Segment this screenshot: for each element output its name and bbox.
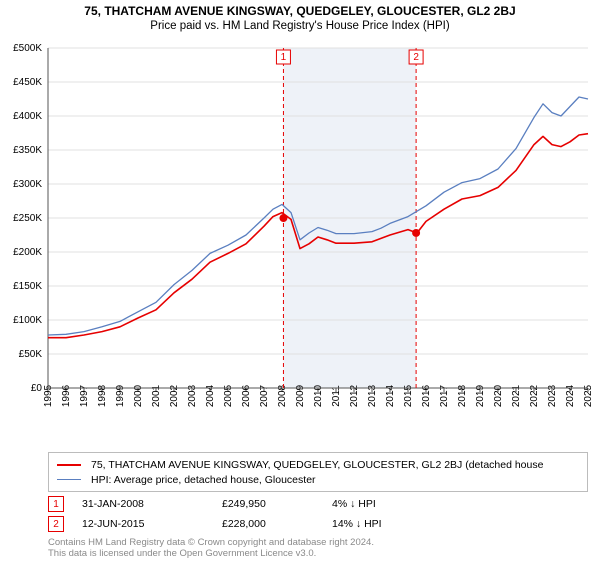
svg-text:£350K: £350K [13, 145, 42, 156]
legend-item-property: 75, THATCHAM AVENUE KINGSWAY, QUEDGELEY,… [57, 457, 579, 472]
transactions-table: 1 31-JAN-2008 £249,950 4% ↓ HPI 2 12-JUN… [48, 494, 588, 534]
svg-text:1: 1 [281, 52, 287, 63]
attribution-line2: This data is licensed under the Open Gov… [48, 549, 588, 560]
transaction-row: 2 12-JUN-2015 £228,000 14% ↓ HPI [48, 514, 588, 534]
svg-text:£300K: £300K [13, 179, 42, 190]
legend-label-property: 75, THATCHAM AVENUE KINGSWAY, QUEDGELEY,… [91, 459, 543, 471]
svg-text:£200K: £200K [13, 247, 42, 258]
transaction-delta: 14% ↓ HPI [332, 518, 442, 530]
legend-swatch-property [57, 464, 81, 466]
transaction-price: £249,950 [222, 498, 332, 510]
transaction-marker-icon: 1 [48, 496, 64, 512]
svg-text:£400K: £400K [13, 111, 42, 122]
transaction-date: 12-JUN-2015 [82, 518, 222, 530]
svg-text:£0: £0 [31, 383, 43, 394]
transaction-delta: 4% ↓ HPI [332, 498, 442, 510]
svg-text:£100K: £100K [13, 315, 42, 326]
attribution-text: Contains HM Land Registry data © Crown c… [48, 538, 588, 560]
transaction-marker-icon: 2 [48, 516, 64, 532]
svg-text:£50K: £50K [19, 349, 43, 360]
transaction-date: 31-JAN-2008 [82, 498, 222, 510]
chart-svg: £0£50K£100K£150K£200K£250K£300K£350K£400… [48, 48, 588, 428]
transaction-price: £228,000 [222, 518, 332, 530]
chart-subtitle: Price paid vs. HM Land Registry's House … [0, 20, 600, 32]
legend-box: 75, THATCHAM AVENUE KINGSWAY, QUEDGELEY,… [48, 452, 588, 492]
svg-text:£250K: £250K [13, 213, 42, 224]
legend-swatch-hpi [57, 479, 81, 480]
chart-area: £0£50K£100K£150K£200K£250K£300K£350K£400… [48, 48, 588, 428]
chart-title: 75, THATCHAM AVENUE KINGSWAY, QUEDGELEY,… [0, 4, 600, 18]
legend-item-hpi: HPI: Average price, detached house, Glou… [57, 472, 579, 487]
legend-label-hpi: HPI: Average price, detached house, Glou… [91, 474, 316, 486]
svg-text:£500K: £500K [13, 43, 42, 54]
svg-text:£450K: £450K [13, 77, 42, 88]
transaction-row: 1 31-JAN-2008 £249,950 4% ↓ HPI [48, 494, 588, 514]
svg-text:2: 2 [413, 52, 419, 63]
svg-text:£150K: £150K [13, 281, 42, 292]
